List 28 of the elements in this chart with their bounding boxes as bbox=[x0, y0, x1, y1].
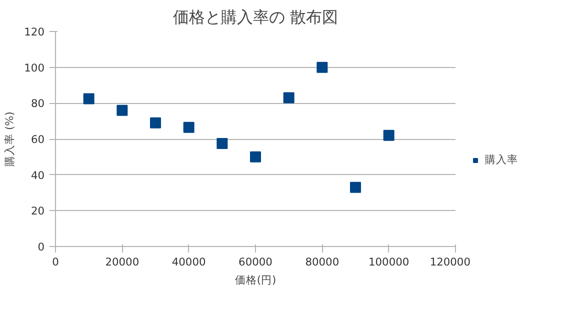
point bbox=[350, 182, 361, 193]
y-tick-label: 80 bbox=[30, 97, 45, 110]
point bbox=[216, 138, 228, 149]
y-tick-label: 40 bbox=[30, 168, 45, 182]
y-tick-label: 120 bbox=[24, 26, 45, 38]
point bbox=[183, 122, 194, 133]
x-tick-label: 20000 bbox=[105, 256, 140, 268]
point bbox=[116, 104, 128, 116]
x-axis-title: 価格(円) bbox=[234, 274, 276, 286]
point bbox=[383, 130, 394, 141]
x-tick-label: 40000 bbox=[172, 256, 206, 268]
point bbox=[83, 93, 94, 104]
point bbox=[250, 151, 261, 162]
x-tick-label: 100000 bbox=[368, 256, 410, 268]
point bbox=[283, 92, 294, 104]
y-axis-title: 購入率 (%) bbox=[3, 112, 16, 166]
chart-title: 価格と購入率の 散布図 bbox=[172, 8, 338, 26]
x-tick-label: 120000 bbox=[430, 256, 471, 268]
y-tick-label: 100 bbox=[24, 61, 45, 74]
x-tick-label: 0 bbox=[52, 256, 60, 268]
point bbox=[316, 62, 328, 73]
point bbox=[150, 117, 161, 128]
legend-label: 購入率 bbox=[485, 153, 518, 167]
y-tick-label: 0 bbox=[38, 240, 45, 254]
x-tick-label: 60000 bbox=[238, 256, 273, 268]
x-tick-label: 80000 bbox=[305, 256, 340, 268]
y-tick-label: 60 bbox=[30, 133, 45, 146]
y-tick-label: 20 bbox=[30, 204, 45, 218]
